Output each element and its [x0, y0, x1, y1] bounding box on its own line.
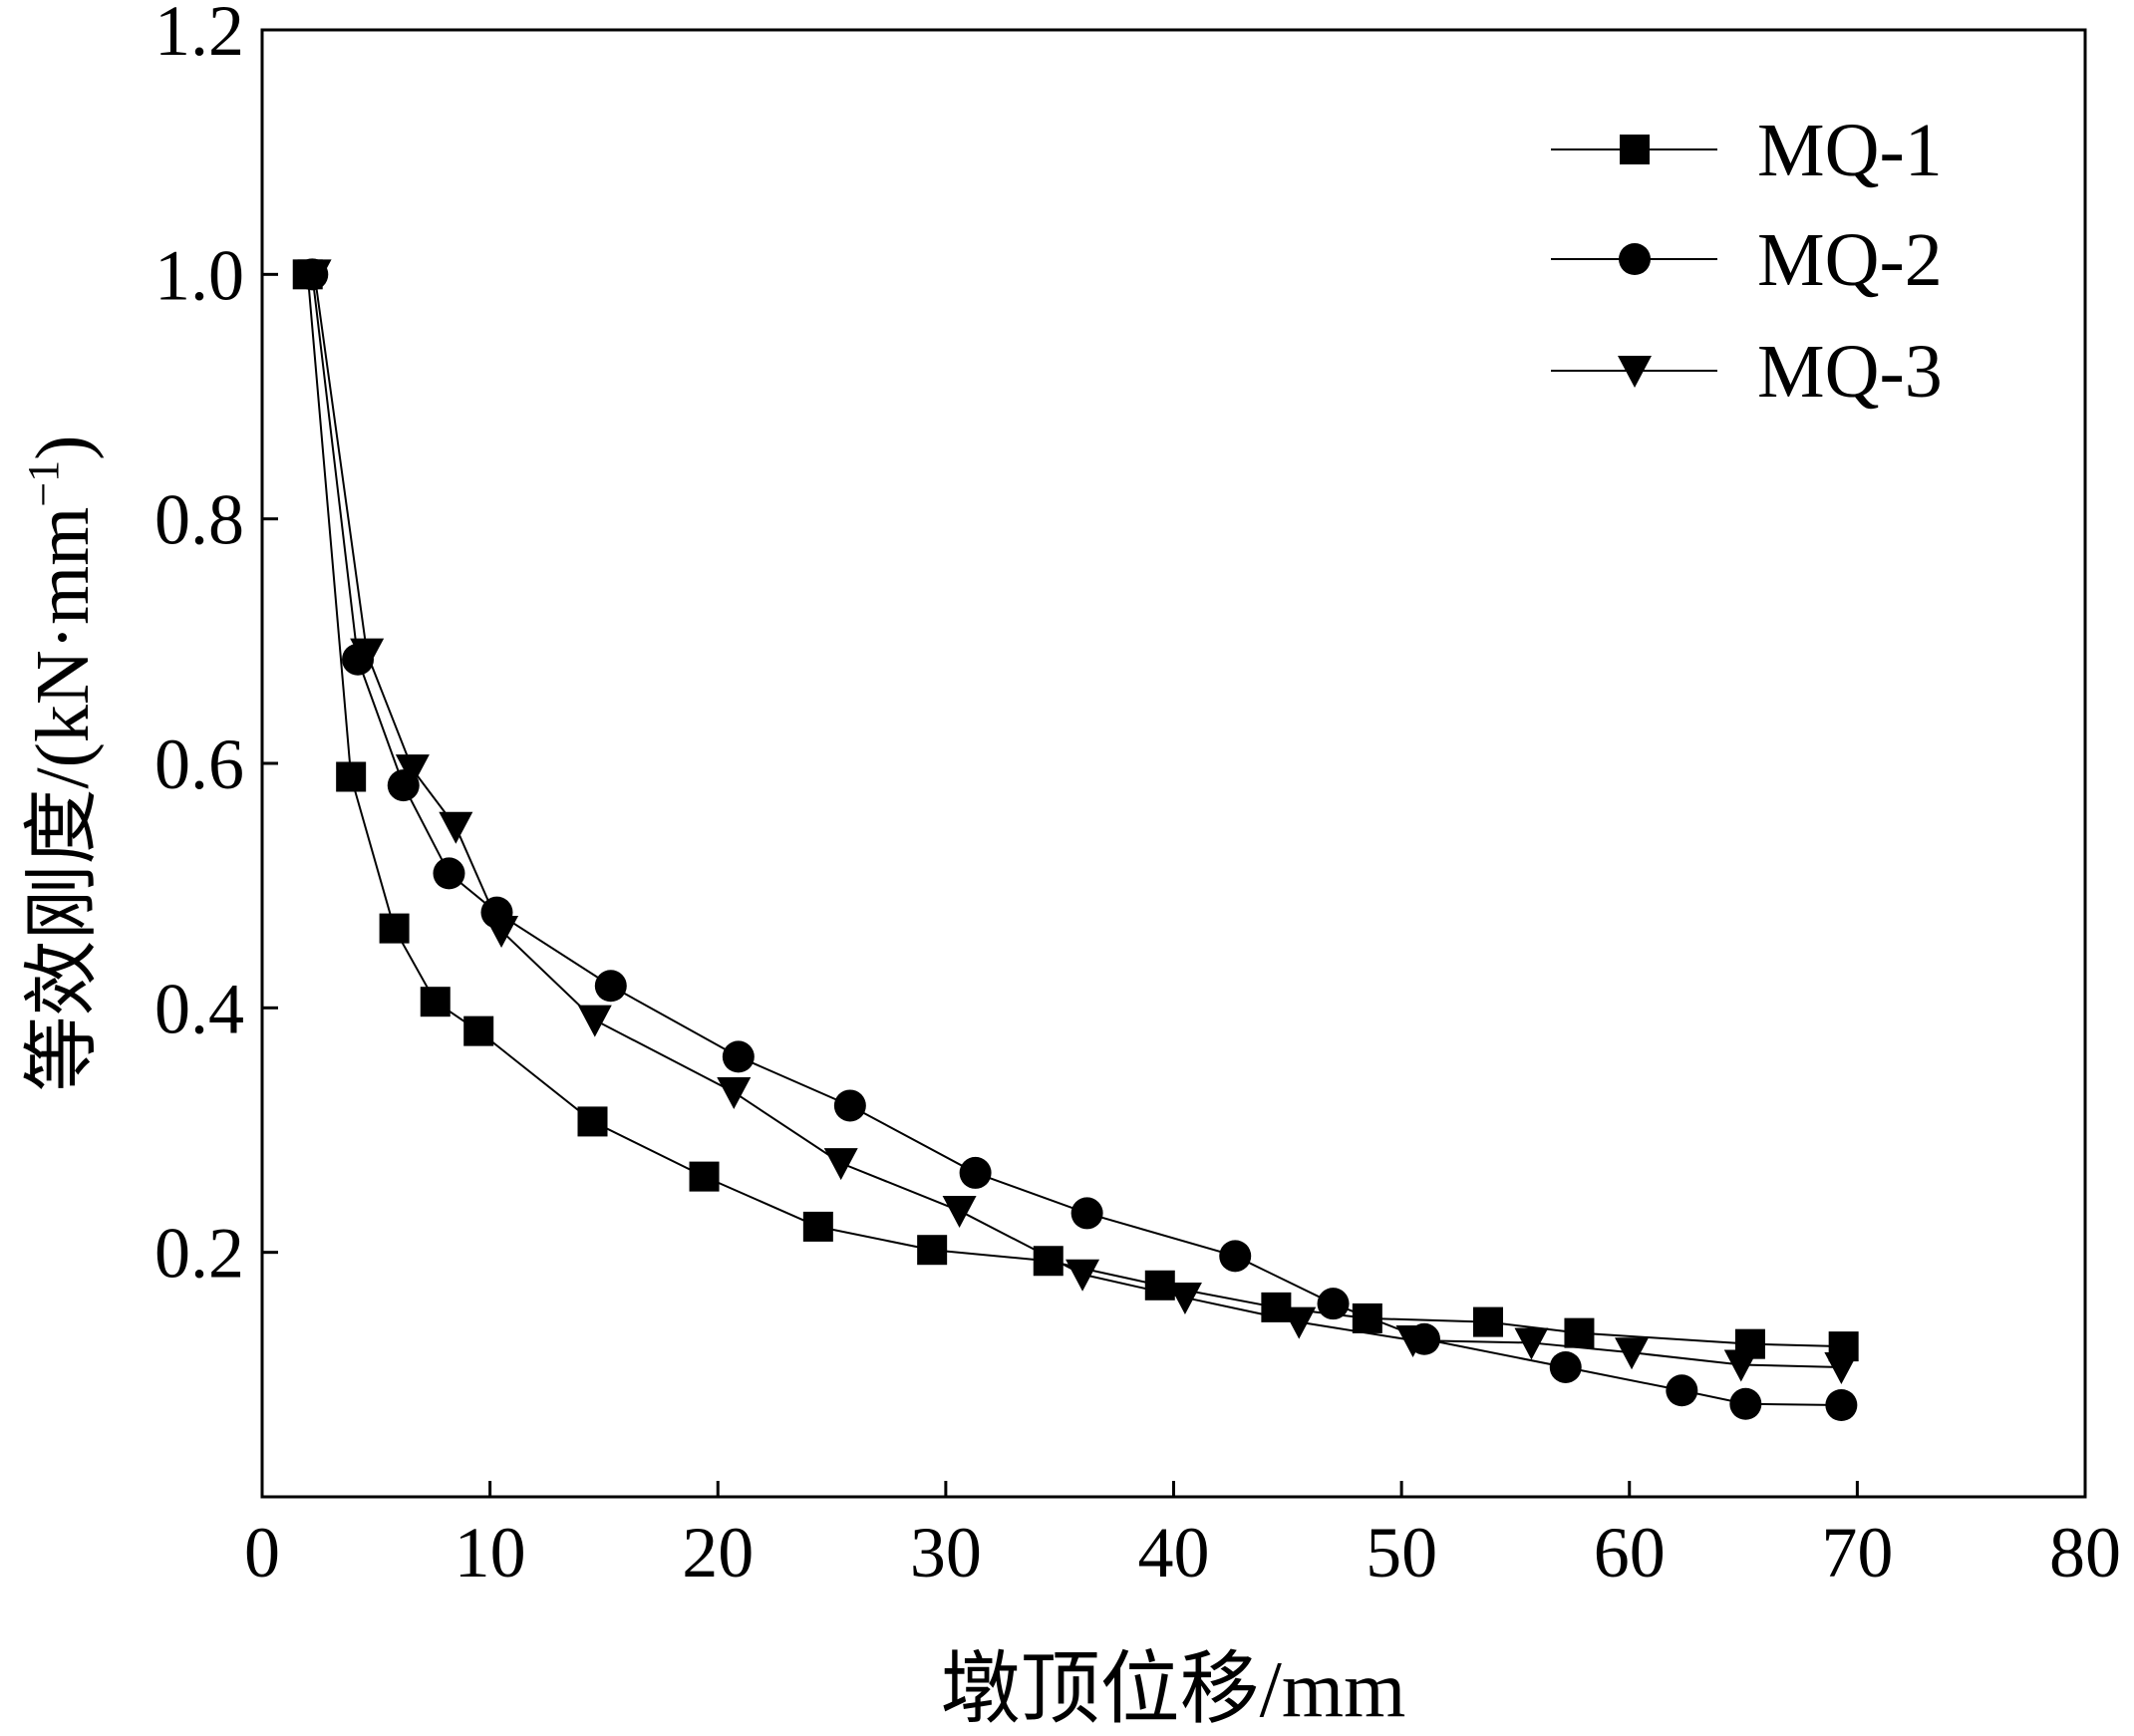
data-point — [823, 1148, 858, 1181]
y-tick-label: 0.4 — [154, 969, 244, 1048]
data-point — [463, 1015, 494, 1046]
series-mq-3 — [297, 259, 1859, 1384]
legend-item-mq-1: MQ-1 — [1551, 109, 1943, 192]
series-mq-1 — [292, 259, 1859, 1362]
y-axis-label-close: ) — [21, 435, 105, 460]
data-point — [1395, 1324, 1430, 1357]
data-point — [1066, 1259, 1100, 1292]
legend-label: MQ-3 — [1757, 330, 1943, 414]
data-point — [420, 987, 451, 1017]
legend-marker — [1620, 135, 1650, 164]
legend: MQ-1 MQ-2 MQ-3 — [1551, 109, 1943, 414]
data-point — [802, 1211, 833, 1242]
data-point — [1615, 1337, 1650, 1370]
data-point — [1824, 1351, 1859, 1384]
series-line — [311, 274, 1842, 1406]
x-tick-label: 50 — [1366, 1513, 1437, 1592]
data-point — [379, 913, 410, 944]
data-point — [297, 259, 332, 292]
data-point — [1352, 1302, 1382, 1333]
data-point — [1317, 1288, 1350, 1320]
data-point — [1549, 1350, 1582, 1383]
series-line — [306, 274, 1844, 1348]
series-mq-2 — [296, 258, 1858, 1421]
series-layer — [292, 258, 1859, 1421]
data-point — [917, 1235, 948, 1266]
x-tick-label: 70 — [1821, 1513, 1893, 1592]
data-point — [717, 1076, 752, 1109]
data-point — [1219, 1240, 1252, 1273]
data-point — [689, 1161, 720, 1192]
x-tick-label: 40 — [1138, 1513, 1210, 1592]
data-point — [484, 916, 519, 949]
x-tick-label: 30 — [910, 1513, 982, 1592]
x-tick-label: 10 — [455, 1513, 526, 1592]
data-point — [959, 1156, 992, 1189]
data-point — [395, 754, 430, 787]
data-point — [1666, 1374, 1698, 1407]
y-tick-label: 0.2 — [154, 1214, 244, 1294]
data-point — [433, 857, 465, 890]
y-axis-label-main: 等效刚度/(kN·mm — [21, 507, 105, 1092]
data-point — [577, 1106, 608, 1137]
data-point — [1564, 1317, 1595, 1348]
y-axis-label-sup: −1 — [19, 460, 68, 507]
y-tick-label: 1.0 — [154, 235, 244, 315]
y-axis-ticks: 0.2 0.4 0.6 0.8 1.0 1.2 — [154, 0, 278, 1294]
y-tick-label: 1.2 — [154, 0, 244, 71]
x-tick-label: 60 — [1594, 1513, 1666, 1592]
legend-marker — [1619, 243, 1651, 275]
x-tick-label: 0 — [244, 1513, 280, 1592]
data-point — [942, 1195, 977, 1228]
data-point — [336, 761, 367, 792]
data-point — [1167, 1283, 1202, 1315]
data-point — [833, 1089, 866, 1122]
x-tick-label: 20 — [682, 1513, 754, 1592]
data-point — [594, 970, 627, 1003]
data-point — [1514, 1327, 1549, 1360]
data-point — [1723, 1349, 1758, 1382]
y-tick-label: 0.6 — [154, 724, 244, 804]
data-point — [1070, 1197, 1103, 1230]
data-point — [439, 811, 473, 844]
data-point — [577, 1005, 612, 1037]
legend-marker — [1618, 356, 1652, 388]
x-axis-ticks: 0 10 20 30 40 50 60 70 80 — [244, 1481, 2121, 1592]
x-tick-label: 80 — [2049, 1513, 2121, 1592]
legend-item-mq-3: MQ-3 — [1551, 330, 1943, 414]
data-point — [1282, 1306, 1317, 1339]
data-point — [1729, 1387, 1762, 1420]
data-point — [350, 638, 385, 671]
legend-label: MQ-2 — [1757, 218, 1943, 302]
data-point — [1473, 1306, 1504, 1337]
y-tick-label: 0.8 — [154, 480, 244, 560]
data-point — [722, 1040, 755, 1073]
data-point — [1825, 1389, 1858, 1421]
y-axis-label: 等效刚度/(kN·mm−1) — [19, 435, 105, 1092]
x-axis-label: 墩顶位移/mm — [941, 1646, 1406, 1734]
legend-label: MQ-1 — [1757, 109, 1943, 192]
legend-item-mq-2: MQ-2 — [1551, 218, 1943, 302]
